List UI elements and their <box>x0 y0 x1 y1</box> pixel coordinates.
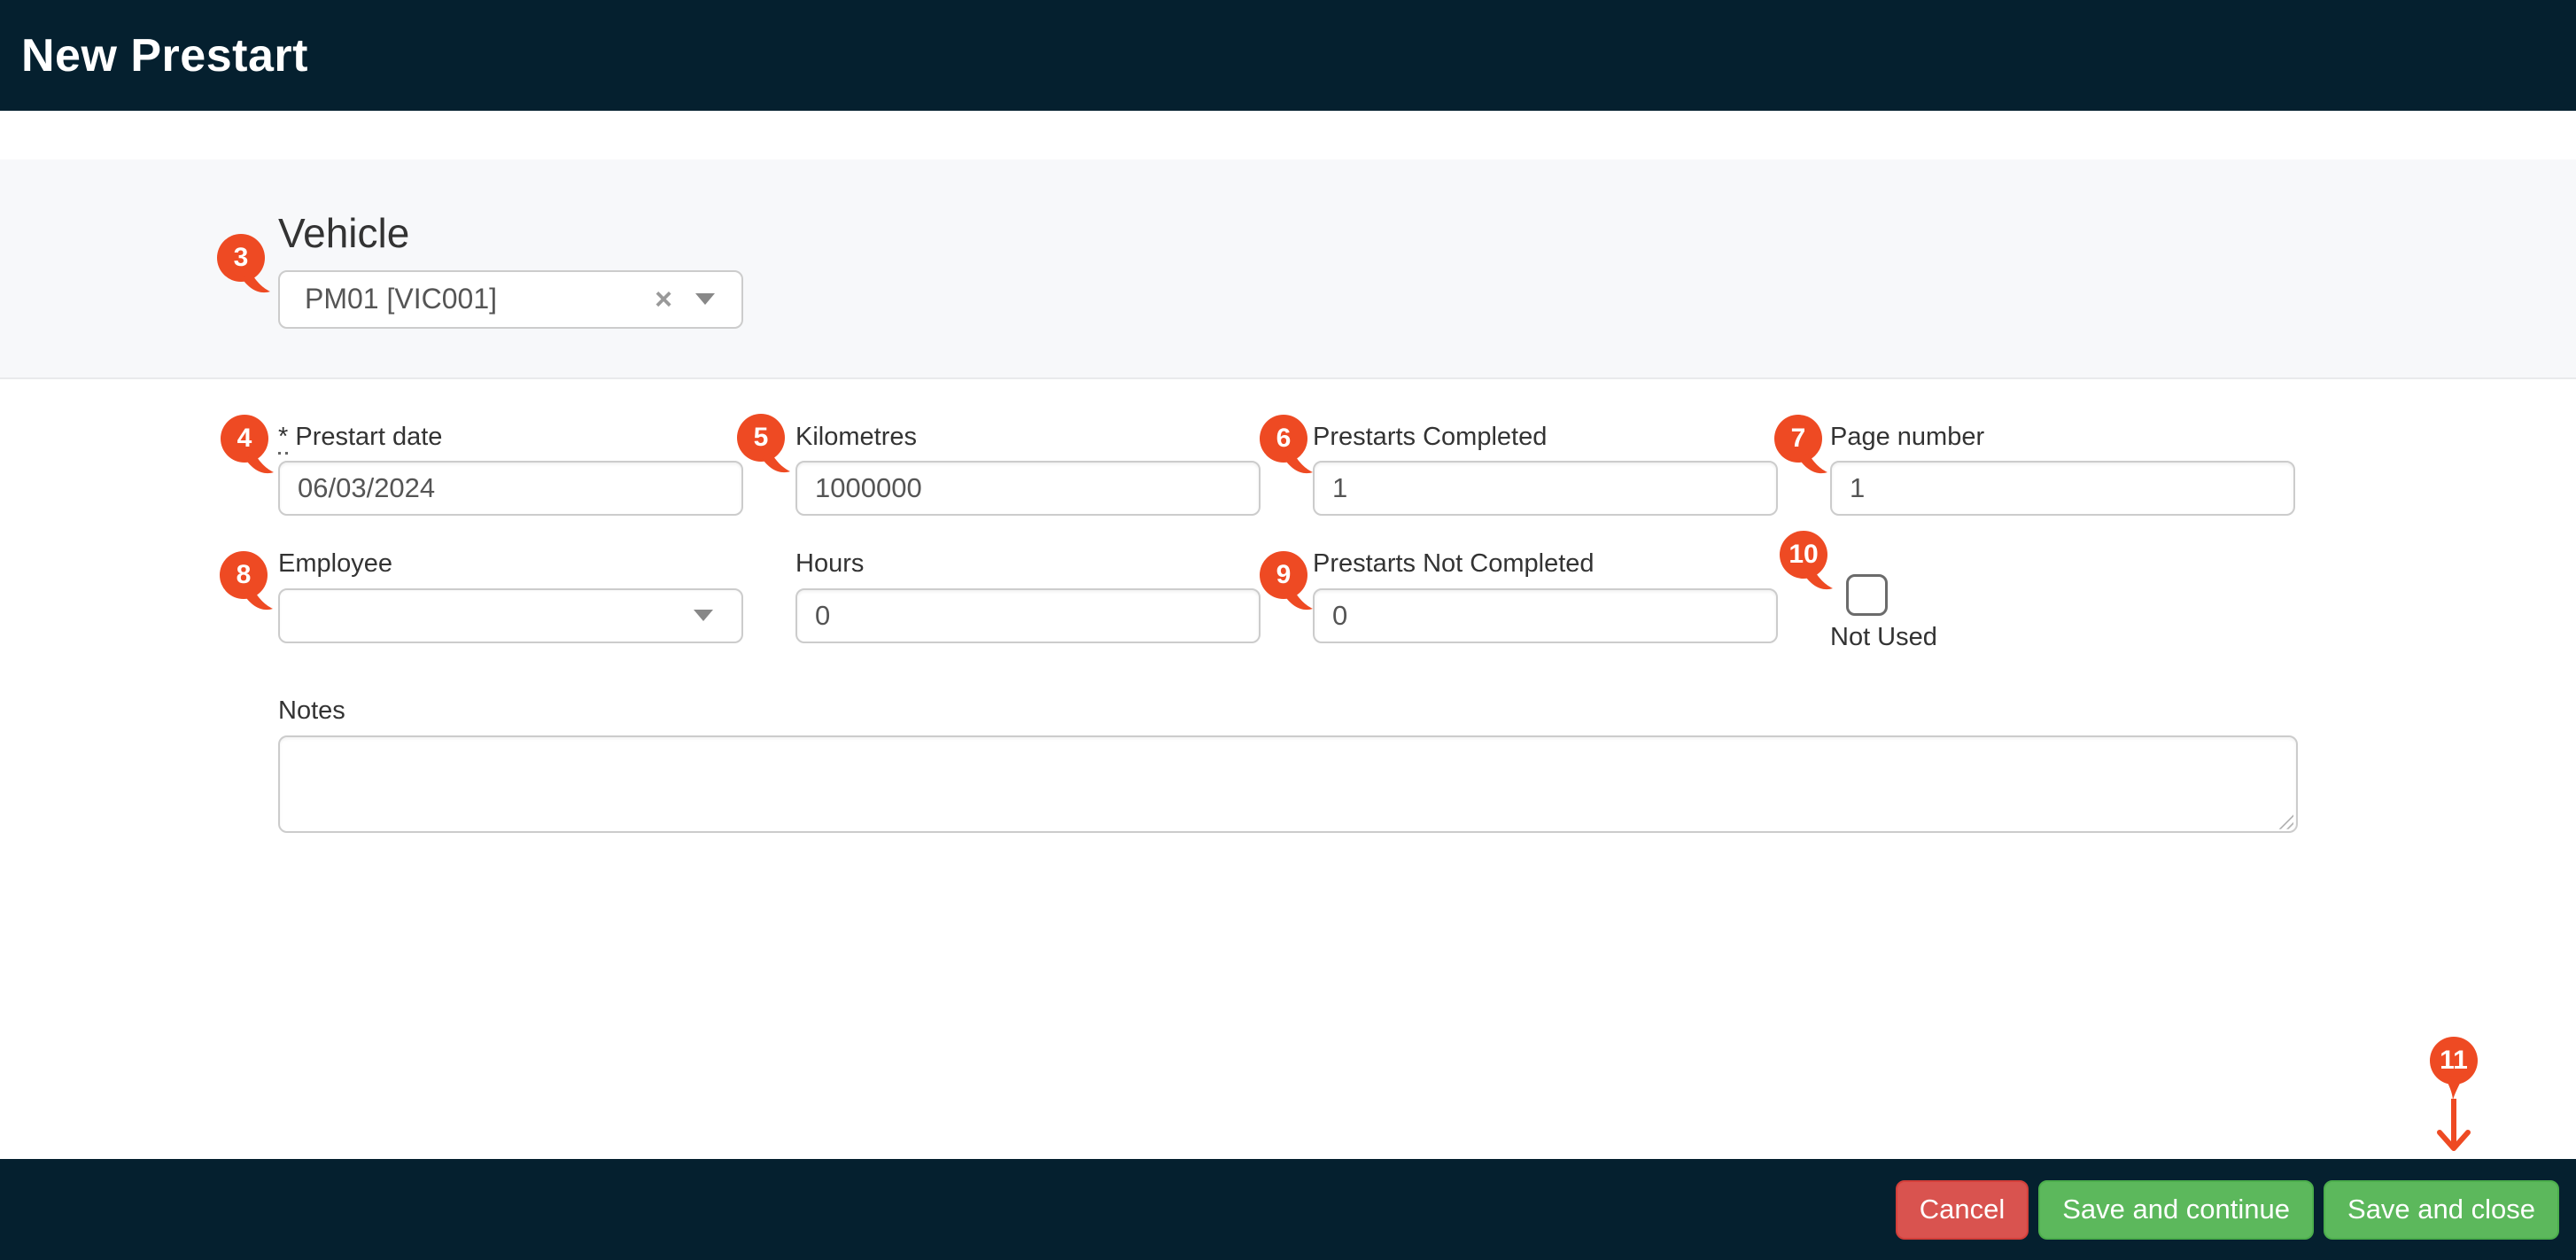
app-header: New Prestart <box>0 0 2576 111</box>
vehicle-select[interactable]: PM01 [VIC001] × <box>278 269 743 329</box>
kilometres-label: Kilometres <box>795 423 917 451</box>
not-used-label: Not Used <box>1830 623 1937 652</box>
chevron-down-icon[interactable] <box>695 293 715 306</box>
employee-select[interactable] <box>278 587 743 643</box>
annotation-marker-11: 11 <box>2430 1037 2485 1101</box>
field-prestarts-completed: Prestarts Completed <box>1313 423 1778 517</box>
field-not-used: Not Used <box>1830 549 2295 652</box>
page-number-label: Page number <box>1830 423 1985 451</box>
required-asterisk: * <box>278 423 289 455</box>
hours-label: Hours <box>795 549 865 579</box>
prestarts-not-completed-label: Prestarts Not Completed <box>1313 549 1594 579</box>
notes-label: Notes <box>278 696 345 726</box>
prestarts-not-completed-input[interactable] <box>1313 587 1778 643</box>
vehicle-heading: Vehicle <box>278 210 410 256</box>
field-prestarts-not-completed: Prestarts Not Completed <box>1313 549 1778 652</box>
field-hours: Hours <box>795 549 1261 652</box>
field-notes: Notes <box>278 696 2298 836</box>
save-and-close-button[interactable]: Save and close <box>2324 1179 2559 1240</box>
annotation-marker-8: 8 <box>220 551 275 615</box>
annotation-arrow-down-icon <box>2437 1099 2471 1151</box>
field-prestart-date: * Prestart date <box>278 423 743 517</box>
kilometres-input[interactable] <box>795 461 1261 517</box>
field-page-number: Page number <box>1830 423 2295 517</box>
page-title: New Prestart <box>21 29 308 82</box>
vehicle-section: Vehicle PM01 [VIC001] × <box>0 159 2576 379</box>
field-employee: Employee <box>278 549 743 652</box>
notes-textarea[interactable] <box>278 735 2298 833</box>
form-area: * Prestart date Kilometres Prestarts Com… <box>278 423 2298 837</box>
footer-bar: Cancel Save and continue Save and close <box>0 1159 2576 1260</box>
prestart-date-input[interactable] <box>278 461 743 517</box>
page-number-input[interactable] <box>1830 461 2295 517</box>
not-used-checkbox[interactable] <box>1846 574 1888 617</box>
prestart-date-label: * Prestart date <box>278 423 743 455</box>
chevron-down-icon[interactable] <box>694 610 713 622</box>
prestarts-completed-input[interactable] <box>1313 461 1778 517</box>
hours-input[interactable] <box>795 587 1261 643</box>
vehicle-select-value: PM01 [VIC001] <box>305 283 497 315</box>
field-kilometres: Kilometres <box>795 423 1261 517</box>
cancel-button[interactable]: Cancel <box>1895 1179 2029 1240</box>
employee-label: Employee <box>278 549 392 579</box>
clear-icon[interactable]: × <box>655 282 672 316</box>
save-and-continue-button[interactable]: Save and continue <box>2038 1179 2315 1240</box>
prestarts-completed-label: Prestarts Completed <box>1313 423 1548 451</box>
annotation-marker-4: 4 <box>221 415 275 478</box>
